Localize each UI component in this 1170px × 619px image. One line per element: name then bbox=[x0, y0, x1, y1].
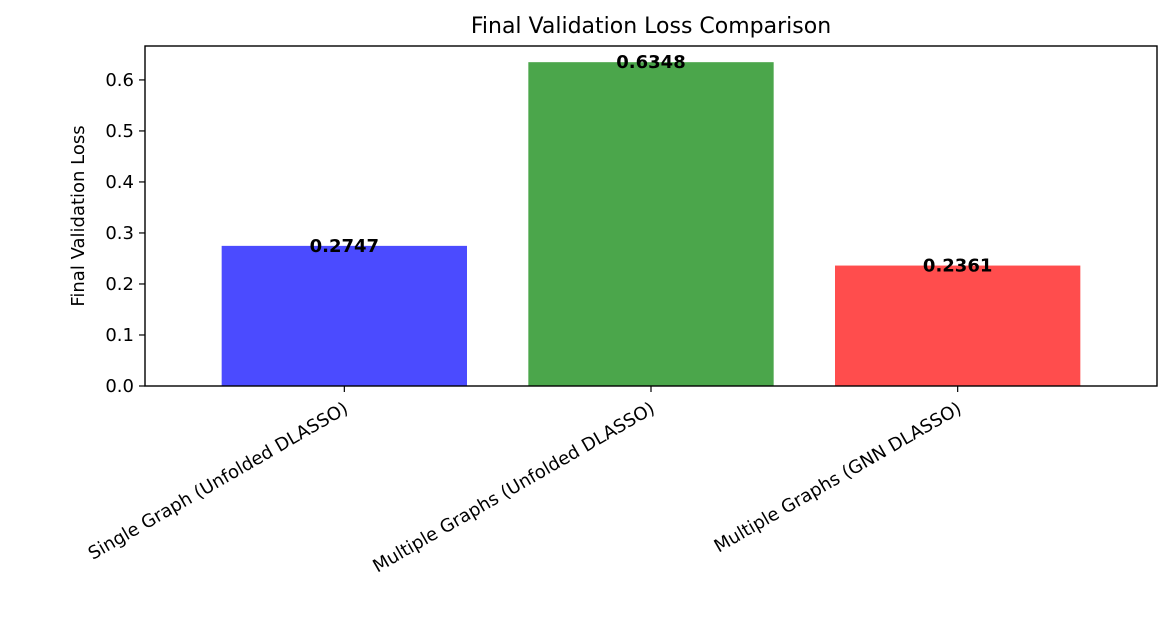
chart-title: Final Validation Loss Comparison bbox=[471, 14, 831, 39]
x-axis-ticks: Single Graph (Unfolded DLASSO) Multiple G… bbox=[85, 386, 965, 577]
bar-value-label: 0.2747 bbox=[310, 236, 379, 257]
y-tick-label: 0.5 bbox=[105, 121, 134, 142]
y-tick-label: 0.2 bbox=[105, 274, 134, 295]
plot-frame bbox=[144, 45, 1158, 387]
bar bbox=[221, 245, 467, 386]
y-tick-label: 0.0 bbox=[105, 376, 134, 397]
y-axis-label: Final Validation Loss bbox=[68, 125, 89, 306]
value-labels: 0.2747 0.6348 0.2361 bbox=[310, 52, 993, 276]
y-tick-label: 0.1 bbox=[105, 325, 134, 346]
bars bbox=[221, 62, 1081, 386]
x-tick-label: Multiple Graphs (Unfolded DLASSO) bbox=[369, 398, 658, 577]
x-tick-label: Multiple Graphs (GNN DLASSO) bbox=[711, 398, 966, 557]
bar-value-label: 0.2361 bbox=[923, 256, 992, 277]
y-tick-label: 0.4 bbox=[105, 172, 134, 193]
x-tick-label: Single Graph (Unfolded DLASSO) bbox=[85, 398, 352, 564]
bar bbox=[835, 265, 1081, 386]
bar bbox=[528, 62, 774, 386]
y-axis-ticks: 0.0 0.1 0.2 0.3 0.4 0.5 0.6 bbox=[105, 70, 145, 397]
bar-value-label: 0.6348 bbox=[616, 52, 685, 73]
y-tick-label: 0.6 bbox=[105, 70, 134, 91]
y-tick-label: 0.3 bbox=[105, 223, 134, 244]
